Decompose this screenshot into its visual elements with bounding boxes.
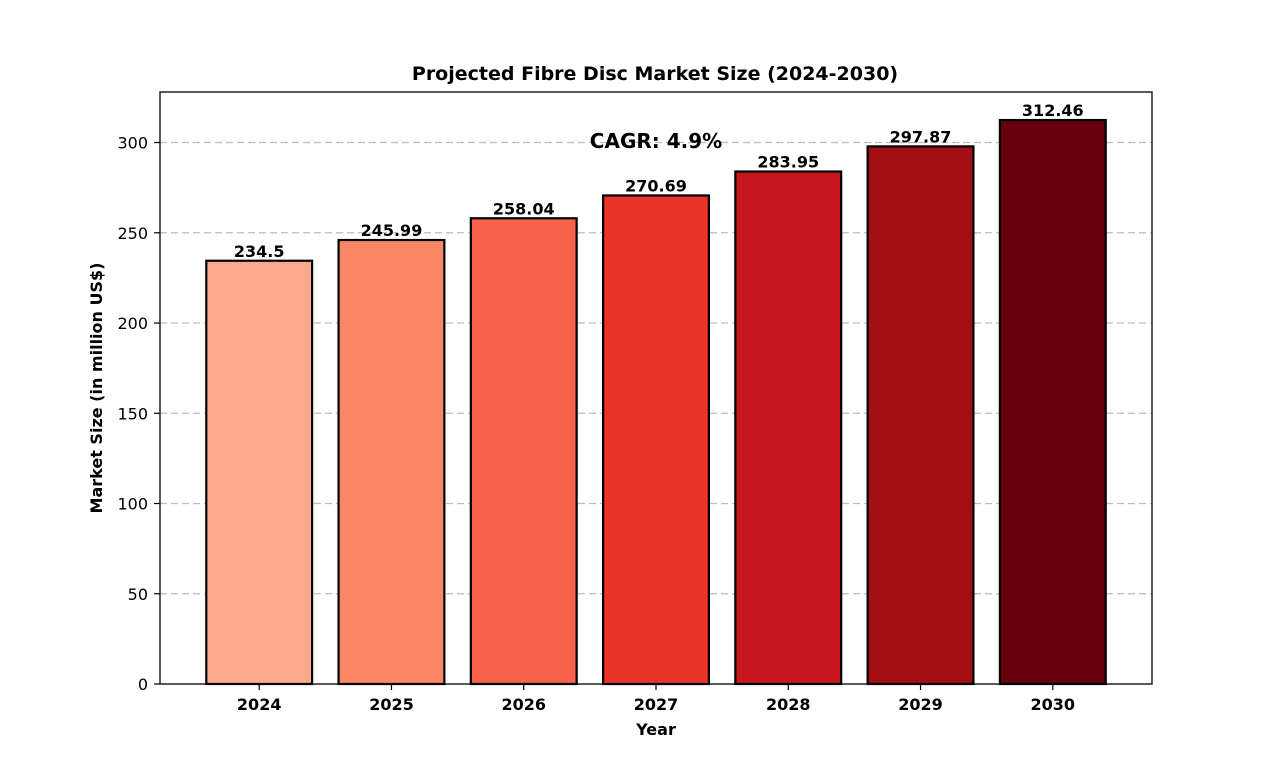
y-axis-label: Market Size (in million US$) — [87, 263, 106, 514]
x-tick-label: 2027 — [634, 695, 679, 714]
y-tick-label: 0 — [138, 675, 148, 694]
x-tick-label: 2024 — [237, 695, 282, 714]
bar-value-label: 297.87 — [890, 127, 952, 146]
bar-2025 — [337, 238, 446, 686]
x-tick-label: 2025 — [369, 695, 414, 714]
y-axis-ticks: 0 50 100 150 200 250 300 — [117, 134, 160, 694]
bar-value-label: 234.5 — [234, 242, 285, 261]
bar-value-label: 245.99 — [361, 221, 423, 240]
x-axis-ticks: 2024 2025 2026 2027 2028 2029 2030 — [237, 684, 1075, 714]
chart-title: Projected Fibre Disc Market Size (2024-2… — [412, 63, 898, 85]
y-tick-label: 150 — [117, 404, 148, 423]
y-tick-label: 200 — [117, 314, 148, 333]
x-tick-label: 2026 — [501, 695, 546, 714]
bar-value-label: 258.04 — [493, 199, 555, 218]
bar-2024 — [205, 259, 314, 686]
x-tick-label: 2029 — [898, 695, 943, 714]
x-axis-label: Year — [635, 720, 676, 739]
bar-2029 — [866, 145, 975, 686]
y-tick-label: 100 — [117, 495, 148, 514]
y-tick-label: 250 — [117, 224, 148, 243]
bar-value-label: 283.95 — [757, 153, 819, 172]
y-tick-label: 300 — [117, 134, 148, 153]
y-tick-label: 50 — [128, 585, 148, 604]
x-tick-label: 2030 — [1031, 695, 1076, 714]
bar-2030 — [998, 118, 1107, 686]
bar-2027 — [601, 194, 711, 686]
bar-value-label: 270.69 — [625, 176, 687, 195]
bar-2026 — [469, 217, 578, 686]
bars — [205, 118, 1107, 686]
bar-2028 — [734, 170, 843, 686]
x-tick-label: 2028 — [766, 695, 811, 714]
cagr-annotation: CAGR: 4.9% — [590, 129, 722, 153]
bar-value-labels: 234.5 245.99 258.04 270.69 283.95 297.87 312.4… — [234, 101, 1084, 261]
bar-value-label: 312.46 — [1022, 101, 1084, 120]
